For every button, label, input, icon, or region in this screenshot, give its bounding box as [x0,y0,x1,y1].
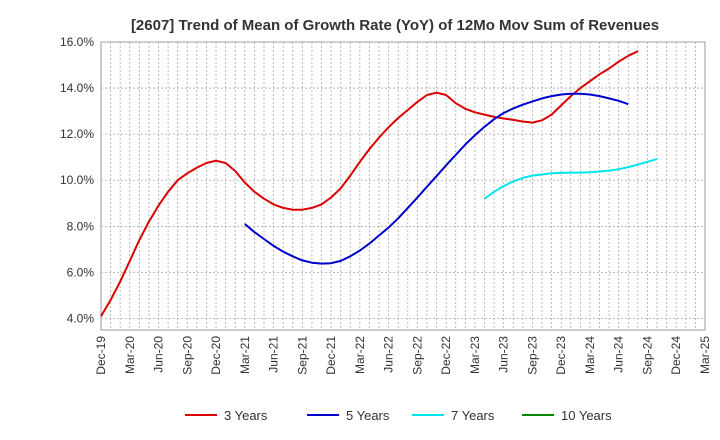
x-tick-label: Sep-20 [180,336,194,375]
x-tick-label: Dec-24 [669,336,683,375]
y-tick-label: 10.0% [60,173,94,187]
x-tick-label: Jun-23 [497,336,511,373]
x-tick-label: Jun-24 [612,336,626,373]
x-tick-label: Dec-21 [324,336,338,375]
x-tick-label: Jun-21 [267,336,281,373]
y-tick-label: 12.0% [60,127,94,141]
series-lines [100,50,658,317]
series-line-3-years [100,50,639,317]
x-tick-label: Mar-23 [468,336,482,374]
x-tick-label: Sep-22 [410,336,424,375]
x-tick-label: Mar-24 [583,336,597,374]
x-tick-label: Dec-22 [439,336,453,375]
x-tick-label: Sep-24 [640,336,654,375]
series-line-7-years [483,158,658,200]
x-tick-label: Sep-21 [295,336,309,375]
x-tick-label: Mar-22 [353,336,367,374]
series-line-5-years [244,92,629,265]
x-axis: Dec-19 Mar-20 Jun-20 Sep-20 Dec-20 Mar-21 Jun-… [94,336,712,375]
y-tick-label: 8.0% [67,219,95,233]
y-tick-label: 6.0% [67,265,95,279]
plot-area [100,41,706,331]
legend-label-7-years: 7 Years [451,408,495,423]
y-tick-label: 4.0% [67,311,95,325]
legend: 3 Years 5 Years 7 Years 10 Years [185,408,612,423]
x-tick-label: Dec-19 [94,336,108,375]
x-tick-label: Dec-20 [209,336,223,375]
horizontal-gridlines [101,41,705,319]
legend-label-5-years: 5 Years [346,408,390,423]
legend-label-3-years: 3 Years [224,408,268,423]
chart-title: [2607] Trend of Mean of Growth Rate (YoY… [131,17,659,34]
x-tick-label: Jun-22 [382,336,396,373]
legend-label-10-years: 10 Years [561,408,612,423]
x-tick-label: Mar-21 [238,336,252,374]
x-tick-label: Mar-20 [123,336,137,374]
x-tick-label: Jun-20 [152,336,166,373]
y-tick-label: 16.0% [60,35,94,49]
x-tick-label: Mar-25 [698,336,712,374]
vertical-gridlines [110,42,696,330]
x-tick-label: Sep-23 [525,336,539,375]
y-tick-label: 14.0% [60,81,94,95]
y-axis: 4.0% 6.0% 8.0% 10.0% 12.0% 14.0% 16.0% [60,35,94,325]
x-tick-label: Dec-23 [554,336,568,375]
